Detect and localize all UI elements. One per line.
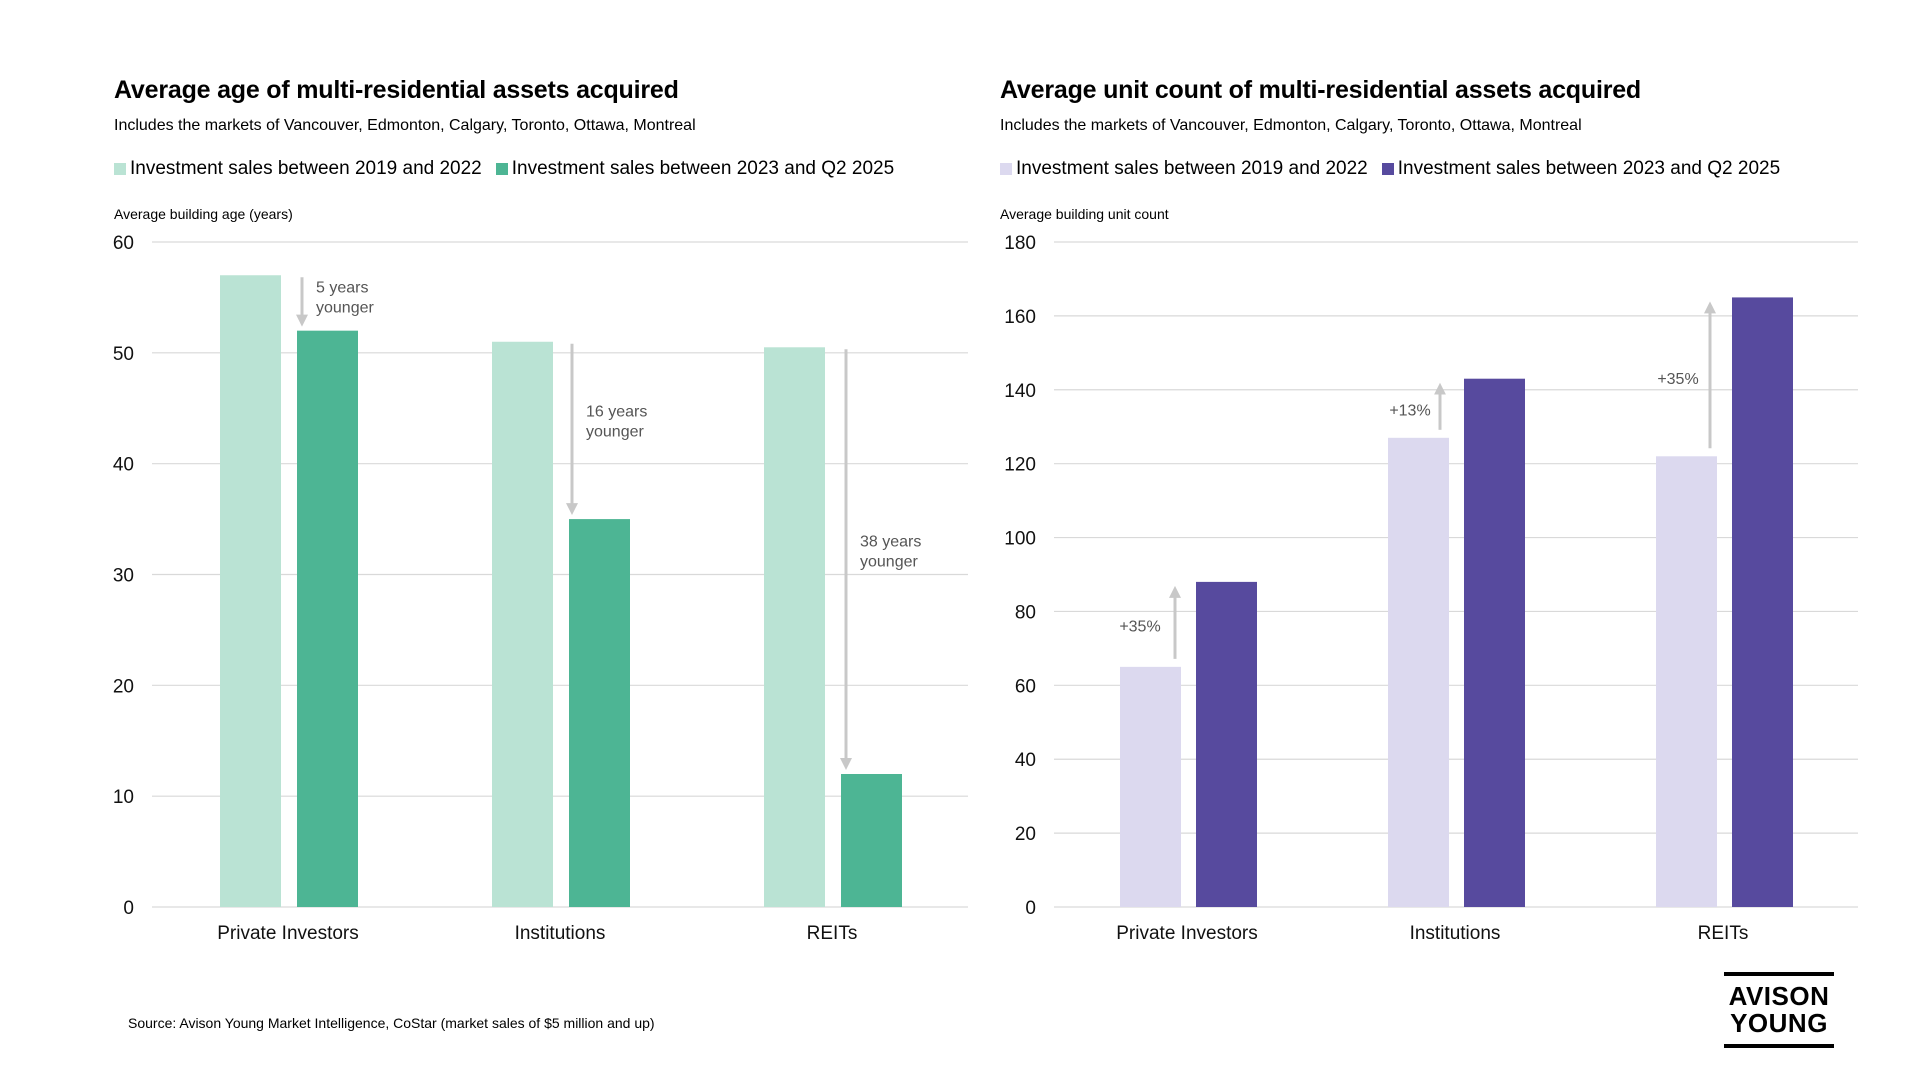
legend-item-2023-q2-2025: Investment sales between 2023 and Q2 202… — [495, 158, 895, 180]
annotation-text: 38 years — [860, 534, 921, 551]
y-axis-title: Average building age (years) — [114, 206, 293, 222]
bar-series-2 — [841, 774, 902, 907]
chart-title: Average unit count of multi-residential … — [1000, 76, 1642, 104]
bar-series-1 — [220, 275, 281, 907]
annotation-text: younger — [586, 423, 644, 440]
y-tick-label: 20 — [1015, 824, 1036, 845]
legend-item-2019-2022: Investment sales between 2019 and 2022 — [114, 158, 482, 180]
y-tick-label: 100 — [1004, 529, 1036, 550]
annotation-text: younger — [316, 299, 374, 316]
y-tick-label: 30 — [113, 566, 134, 587]
bar-series-1 — [1656, 456, 1717, 907]
category-label: Private Investors — [1116, 923, 1258, 944]
y-tick-label: 120 — [1004, 455, 1036, 476]
y-tick-label: 0 — [1025, 898, 1036, 919]
bar-series-2 — [1732, 297, 1793, 908]
avison-young-logo: AVISON YOUNG — [1724, 972, 1834, 1048]
logo-line-1: AVISON — [1728, 981, 1830, 1011]
unit-count-bar-chart: 0 20 40 60 80 100 120 140 160 180 Private Investor… — [1004, 233, 1858, 944]
age-bar-chart: 0 10 20 30 40 50 60 Private Investors 5 years you… — [113, 233, 968, 944]
category-label: Institutions — [1410, 923, 1501, 944]
legend-swatch — [495, 163, 508, 175]
category-label: REITs — [1698, 923, 1749, 944]
legend-label: Investment sales between 2019 and 2022 — [130, 158, 482, 179]
annotation-text: younger — [860, 554, 918, 571]
legend-label: Investment sales between 2023 and Q2 202… — [511, 158, 895, 179]
y-tick-label: 50 — [113, 344, 134, 365]
y-tick-label: 140 — [1004, 381, 1036, 402]
legend-item-2019-2022: Investment sales between 2019 and 2022 — [1000, 158, 1368, 180]
age-chart-panel: Average age of multi-residential assets … — [113, 72, 974, 972]
category-label: Institutions — [515, 923, 606, 944]
y-tick-label: 40 — [113, 455, 134, 476]
bar-series-2 — [1464, 378, 1525, 907]
chart-legend: Investment sales between 2019 and 2022 I… — [1000, 158, 1780, 180]
legend-item-2023-q2-2025: Investment sales between 2023 and Q2 202… — [1381, 158, 1781, 180]
bar-series-1 — [764, 347, 825, 908]
annotation-text: +35% — [1657, 371, 1698, 388]
bar-series-2 — [1196, 581, 1257, 907]
legend-swatch — [1000, 163, 1012, 175]
y-axis-title: Average building unit count — [1000, 206, 1169, 222]
y-tick-label: 60 — [1015, 676, 1036, 697]
unit-count-chart-panel: Average unit count of multi-residential … — [1000, 72, 1860, 972]
y-tick-label: 40 — [1015, 750, 1036, 771]
source-note: Source: Avison Young Market Intelligence… — [128, 1015, 655, 1031]
annotation-text: +35% — [1119, 618, 1160, 635]
chart-title: Average age of multi-residential assets … — [114, 76, 679, 104]
y-tick-label: 10 — [113, 787, 134, 808]
annotation-text: 16 years — [586, 403, 647, 420]
chart-legend: Investment sales between 2019 and 2022 I… — [114, 158, 894, 180]
logo-line-2: YOUNG — [1730, 1008, 1828, 1038]
bar-series-1 — [1120, 666, 1181, 907]
bar-series-2 — [569, 519, 630, 907]
y-tick-label: 20 — [113, 676, 134, 697]
bar-series-1 — [492, 341, 553, 907]
legend-label: Investment sales between 2023 and Q2 202… — [1397, 158, 1781, 179]
legend-swatch — [1381, 163, 1394, 175]
y-tick-label: 0 — [123, 898, 134, 919]
annotation-text: 5 years — [316, 279, 368, 296]
y-tick-label: 80 — [1015, 602, 1036, 623]
annotation-text: +13% — [1389, 402, 1430, 419]
category-label: REITs — [807, 923, 858, 944]
legend-label: Investment sales between 2019 and 2022 — [1016, 158, 1368, 179]
category-label: Private Investors — [217, 923, 359, 944]
chart-subtitle: Includes the markets of Vancouver, Edmon… — [114, 117, 696, 134]
y-tick-label: 160 — [1004, 307, 1036, 328]
legend-swatch — [114, 163, 126, 175]
y-tick-label: 180 — [1004, 233, 1036, 254]
bar-series-2 — [297, 330, 358, 908]
bar-series-1 — [1388, 437, 1449, 907]
chart-subtitle: Includes the markets of Vancouver, Edmon… — [1000, 117, 1582, 134]
y-tick-label: 60 — [113, 233, 134, 254]
